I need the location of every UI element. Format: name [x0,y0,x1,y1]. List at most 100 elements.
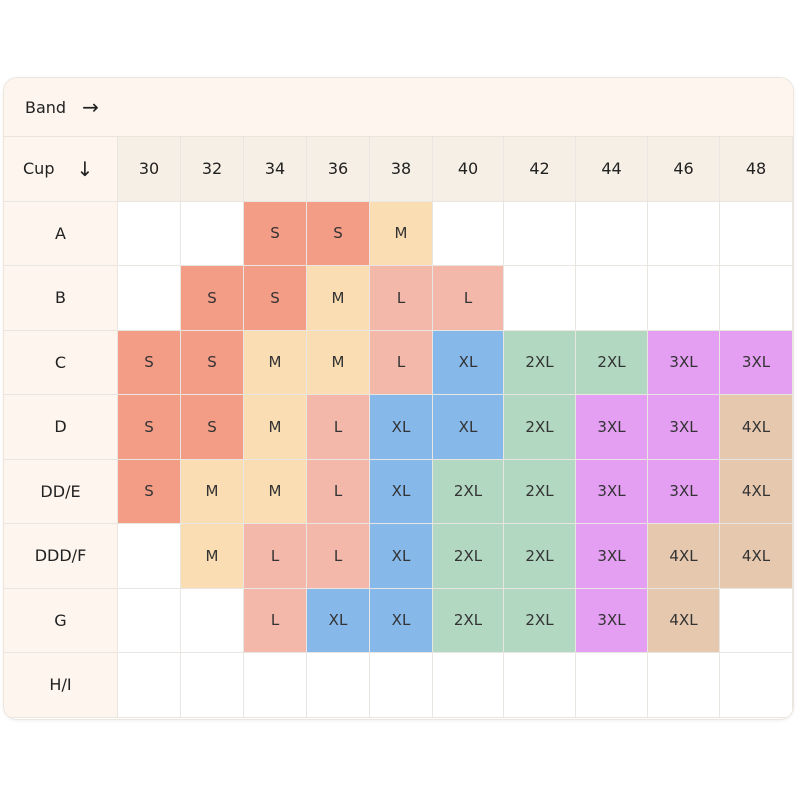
band-header-36: 36 [307,137,370,202]
cup-row-header: B [4,266,118,331]
size-cell [118,201,181,266]
size-cell [504,653,576,718]
band-header-48: 48 [720,137,793,202]
size-cell [118,653,181,718]
size-cell: 4XL [720,395,793,460]
size-cell: M [307,330,370,395]
cup-row-header: G [4,588,118,653]
size-cell: L [370,330,433,395]
size-cell: L [433,266,504,331]
size-cell [720,588,793,653]
size-cell: 3XL [720,330,793,395]
size-cell: M [244,459,307,524]
size-cell: L [244,524,307,589]
arrow-down-icon: ↓ [76,156,94,181]
band-label: Band [25,97,67,117]
size-cell: 2XL [504,395,576,460]
size-cell [370,653,433,718]
band-header-34: 34 [244,137,307,202]
band-header-42: 42 [504,137,576,202]
size-cell: L [307,524,370,589]
size-cell [433,653,504,718]
band-header-46: 46 [648,137,720,202]
size-cell: 2XL [433,459,504,524]
size-cell: S [181,266,244,331]
size-cell [118,524,181,589]
size-cell: XL [370,588,433,653]
size-cell: XL [433,395,504,460]
size-cell [576,653,648,718]
size-cell [307,653,370,718]
band-header-32: 32 [181,137,244,202]
size-cell [504,266,576,331]
size-cell: 3XL [648,459,720,524]
size-cell [181,653,244,718]
size-cell: XL [307,588,370,653]
band-header-44: 44 [576,137,648,202]
size-cell [504,201,576,266]
size-cell: 3XL [576,588,648,653]
size-cell: 3XL [576,395,648,460]
size-cell: XL [370,459,433,524]
size-cell: S [244,201,307,266]
size-cell: S [181,330,244,395]
size-cell: S [118,459,181,524]
size-cell: XL [433,330,504,395]
size-cell [118,588,181,653]
cup-row-header: C [4,330,118,395]
cup-row-header: H/I [4,653,118,718]
size-cell: 2XL [504,459,576,524]
size-cell: S [181,395,244,460]
size-cell: M [370,201,433,266]
size-chart-card: Band → Cup ↓ 30 32 34 36 38 40 42 44 46 48 A S S M B S S… [3,77,794,720]
size-cell: L [307,395,370,460]
band-header-40: 40 [433,137,504,202]
size-cell [720,201,793,266]
cup-row-header: DDD/F [4,524,118,589]
size-grid: Cup ↓ 30 32 34 36 38 40 42 44 46 48 A S S M B S S M L L C S S M… [4,137,793,718]
size-cell [433,201,504,266]
size-cell: S [307,201,370,266]
band-header-30: 30 [118,137,181,202]
size-cell [181,588,244,653]
size-cell: 2XL [433,588,504,653]
cup-row-header: A [4,201,118,266]
size-cell [720,266,793,331]
size-cell: L [244,588,307,653]
size-cell: 3XL [648,395,720,460]
size-cell: S [118,395,181,460]
size-cell [576,266,648,331]
cup-label: Cup [23,159,55,179]
size-cell: 2XL [576,330,648,395]
size-cell: XL [370,524,433,589]
size-cell [576,201,648,266]
size-cell: XL [370,395,433,460]
cup-row-header: DD/E [4,459,118,524]
size-cell: 2XL [504,330,576,395]
size-cell: L [370,266,433,331]
cup-row-header: D [4,395,118,460]
size-cell: 4XL [648,524,720,589]
size-cell [648,653,720,718]
size-cell: M [181,459,244,524]
size-cell [181,201,244,266]
size-cell: 2XL [504,524,576,589]
size-cell [118,266,181,331]
band-header-38: 38 [370,137,433,202]
size-cell: M [244,330,307,395]
size-cell [648,201,720,266]
size-cell: L [307,459,370,524]
arrow-right-icon: → [82,95,99,119]
size-cell: S [118,330,181,395]
size-cell [244,653,307,718]
size-cell: S [244,266,307,331]
size-cell: 4XL [720,459,793,524]
size-cell: 3XL [648,330,720,395]
size-cell: M [244,395,307,460]
size-cell: M [307,266,370,331]
size-cell: 4XL [648,588,720,653]
size-cell: 4XL [720,524,793,589]
size-cell: 2XL [504,588,576,653]
cup-header: Cup ↓ [4,137,118,202]
band-header: Band → [4,78,793,137]
